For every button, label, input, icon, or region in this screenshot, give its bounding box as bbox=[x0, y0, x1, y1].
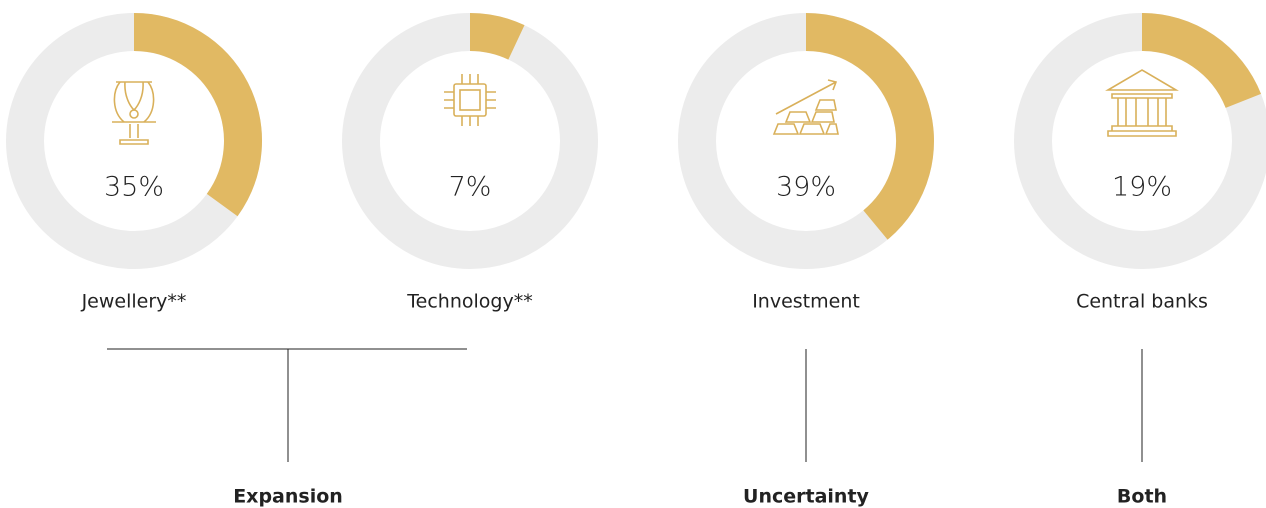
jewellery-icon bbox=[112, 81, 156, 145]
donut-track bbox=[342, 13, 598, 269]
bank-icon bbox=[1105, 69, 1179, 137]
category-label: Technology** bbox=[406, 291, 532, 313]
category-label: Central banks bbox=[1076, 291, 1208, 313]
donuts bbox=[6, 13, 1266, 269]
value-label: 35% bbox=[104, 172, 164, 203]
value-label: 39% bbox=[776, 172, 836, 203]
donut-segment bbox=[805, 13, 934, 240]
chip-icon bbox=[444, 74, 496, 126]
donut-segment bbox=[469, 13, 525, 60]
category-label: Jewellery** bbox=[81, 291, 187, 313]
category-label: Investment bbox=[752, 291, 860, 313]
value-label: 7% bbox=[449, 172, 492, 203]
group-label: Expansion bbox=[233, 486, 343, 508]
group-label: Uncertainty bbox=[743, 486, 869, 508]
value-label: 19% bbox=[1112, 172, 1172, 203]
donut-segment bbox=[1141, 13, 1262, 109]
donut-segment bbox=[133, 13, 262, 217]
group-label: Both bbox=[1117, 486, 1167, 508]
gold-bars-icon bbox=[772, 79, 839, 135]
